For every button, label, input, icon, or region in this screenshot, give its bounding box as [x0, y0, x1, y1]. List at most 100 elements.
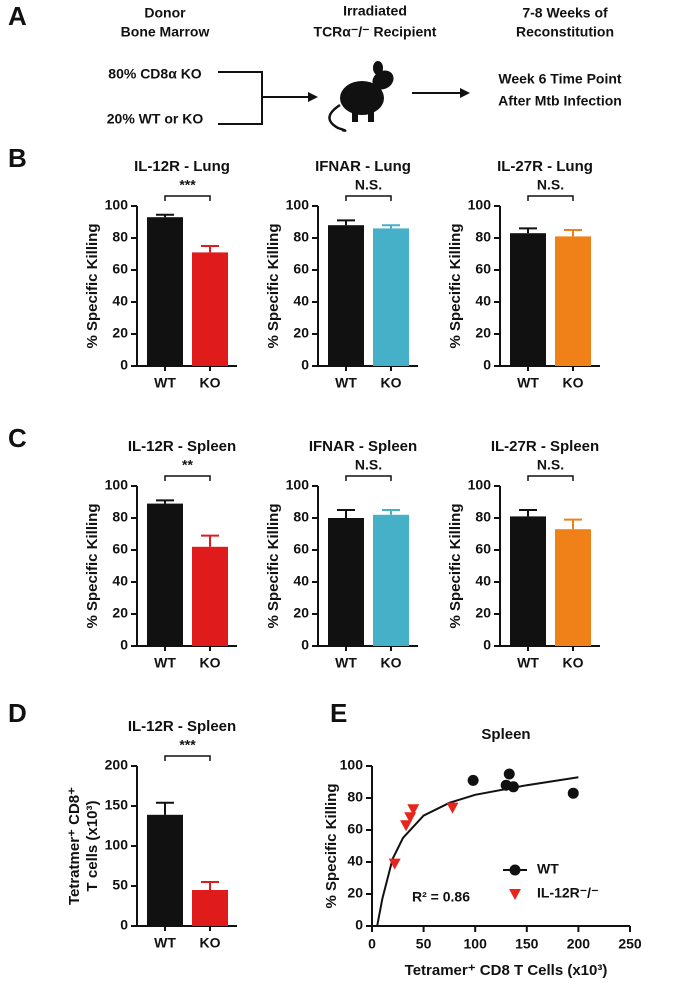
y-tick-label: 80: [475, 229, 491, 245]
chart-title: IFNAR - Lung: [315, 158, 411, 175]
significance-bracket: [345, 475, 392, 481]
y-tick-label: 80: [293, 229, 309, 245]
bracket: [218, 71, 263, 125]
significance-bracket: [345, 195, 392, 201]
y-tick-label: 80: [347, 789, 363, 805]
significance-label: N.S.: [355, 177, 382, 193]
y-tick-label: 0: [301, 357, 309, 373]
x-tick-label: WT: [154, 655, 176, 671]
significance-bracket: [164, 195, 211, 201]
y-tick-label: 100: [468, 477, 492, 493]
y-tick-label: 60: [112, 541, 128, 557]
y-tick-label: 40: [112, 573, 128, 589]
significance-label: N.S.: [355, 457, 382, 473]
y-tick-label: 40: [475, 573, 491, 589]
x-tick-label: KO: [200, 375, 221, 391]
y-tick-label: 100: [105, 837, 129, 853]
x-tick-label: KO: [563, 655, 584, 671]
y-axis-label: % Specific Killing: [323, 783, 340, 908]
point: [388, 858, 401, 870]
y-tick-label: 80: [293, 509, 309, 525]
legend-marker: [509, 864, 521, 876]
y-tick-label: 40: [112, 293, 128, 309]
chart-title: IL-27R - Spleen: [491, 438, 599, 455]
y-tick-label: 200: [105, 757, 129, 773]
bar: [192, 252, 228, 366]
significance-bracket: [527, 475, 574, 481]
chart-title: IL-27R - Lung: [497, 158, 593, 175]
chart-title: IL-12R - Spleen: [128, 718, 236, 735]
y-tick-label: 0: [355, 917, 363, 933]
bar: [328, 518, 364, 646]
bar: [147, 814, 183, 926]
significance-bracket: [164, 475, 211, 481]
y-tick-label: 0: [301, 637, 309, 653]
x-tick-label: 50: [416, 936, 432, 952]
y-tick-label: 100: [105, 197, 129, 213]
y-axis-label: % Specific Killing: [84, 503, 101, 628]
significance-label: **: [182, 457, 193, 473]
diagram-text: Week 6 Time Point: [498, 71, 622, 87]
point: [446, 802, 459, 814]
y-tick-label: 20: [293, 605, 309, 621]
y-tick-label: 20: [293, 325, 309, 341]
x-tick-label: 250: [618, 936, 642, 952]
y-tick-label: 40: [475, 293, 491, 309]
y-tick-label: 60: [112, 261, 128, 277]
x-tick-label: 200: [567, 936, 591, 952]
significance-label: ***: [179, 177, 196, 193]
x-tick-label: 150: [515, 936, 539, 952]
bar: [510, 233, 546, 366]
x-tick-label: WT: [154, 935, 176, 951]
y-axis-label: % Specific Killing: [265, 223, 282, 348]
y-tick-label: 40: [347, 853, 363, 869]
point: [400, 820, 413, 832]
y-tick-label: 20: [475, 605, 491, 621]
diagram-text: 20% WT or KO: [107, 111, 204, 127]
x-tick-label: KO: [200, 935, 221, 951]
bar: [328, 225, 364, 366]
y-tick-label: 20: [112, 325, 128, 341]
point: [407, 804, 420, 816]
y-axis-label: % Specific Killing: [447, 223, 464, 348]
arrow-head: [460, 88, 470, 98]
significance-bracket: [164, 755, 211, 761]
chart-title: IL-12R - Spleen: [128, 438, 236, 455]
mouse-icon: [328, 61, 394, 132]
y-tick-label: 100: [340, 757, 364, 773]
diagram: Donor Bone Marrow Irradiated TCRα⁻/⁻ Rec…: [107, 3, 622, 132]
diagram-text: Reconstitution: [516, 24, 614, 40]
y-tick-label: 50: [112, 877, 128, 893]
y-tick-label: 60: [475, 261, 491, 277]
y-tick-label: 60: [347, 821, 363, 837]
x-tick-label: KO: [381, 375, 402, 391]
diagram-text: 7-8 Weeks of: [522, 5, 608, 21]
x-axis-label: Tetramer⁺ CD8 T Cells (x10³): [405, 962, 608, 979]
significance-label: N.S.: [537, 457, 564, 473]
bar: [510, 516, 546, 646]
x-tick-label: WT: [335, 375, 357, 391]
y-tick-label: 80: [475, 509, 491, 525]
bar: [555, 529, 591, 646]
x-tick-label: 100: [464, 936, 488, 952]
y-tick-label: 40: [293, 293, 309, 309]
y-axis-label: % Specific Killing: [265, 503, 282, 628]
diagram-text: Irradiated: [343, 3, 407, 19]
y-tick-label: 80: [112, 229, 128, 245]
y-tick-label: 0: [120, 357, 128, 373]
diagram-text: 80% CD8α KO: [108, 66, 202, 82]
legend-label: WT: [537, 861, 559, 877]
y-tick-label: 100: [105, 477, 129, 493]
legend-marker: [509, 889, 521, 900]
panel-label: B: [8, 143, 27, 173]
y-tick-label: 20: [112, 605, 128, 621]
x-tick-label: WT: [335, 655, 357, 671]
x-tick-label: WT: [517, 375, 539, 391]
diagram-text: Bone Marrow: [121, 24, 210, 40]
y-axis-label: Tetratmer⁺ CD8⁺: [66, 787, 83, 905]
y-tick-label: 0: [483, 637, 491, 653]
y-tick-label: 20: [475, 325, 491, 341]
point: [567, 787, 579, 799]
bar: [147, 503, 183, 646]
